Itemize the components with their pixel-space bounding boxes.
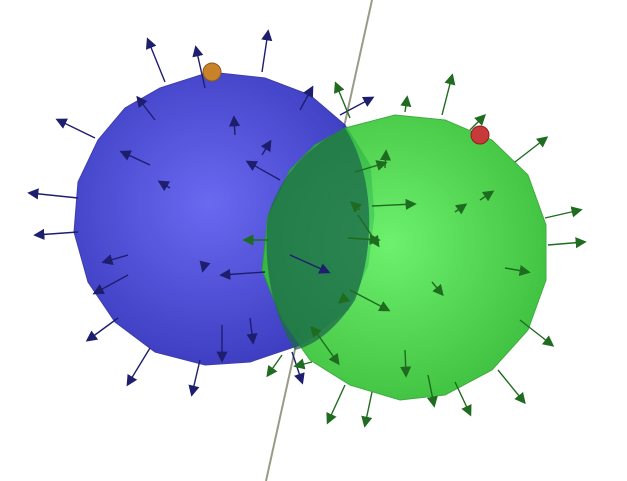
red-marker[interactable]: [470, 125, 490, 145]
blue-normal-arrows: [27, 29, 375, 397]
green-normal-arrows: [242, 73, 587, 428]
orange-marker[interactable]: [202, 62, 222, 82]
